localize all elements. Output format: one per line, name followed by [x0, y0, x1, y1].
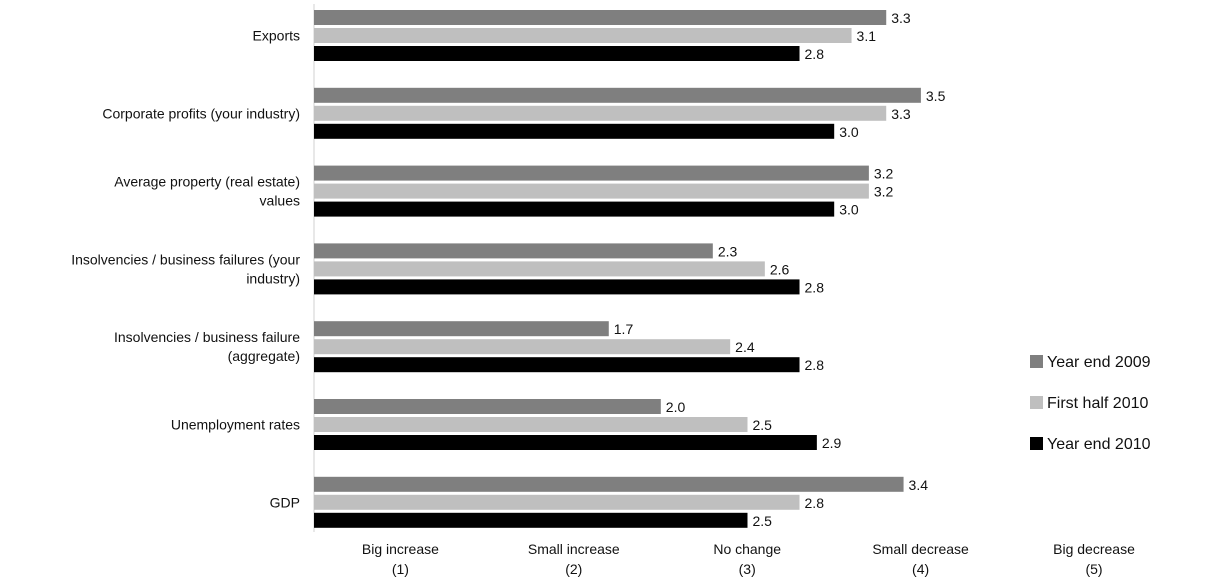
data-label: 2.5 [753, 513, 773, 529]
bar [314, 399, 661, 414]
legend-swatch [1030, 437, 1043, 450]
category-label: GDP [270, 494, 300, 510]
category-label: Average property (real estate) values [114, 174, 300, 209]
bar [314, 165, 869, 181]
category-label: Insolvencies / business failures (your in… [71, 251, 300, 286]
bar [314, 123, 835, 139]
data-label: 3.3 [891, 10, 911, 26]
data-label: 3.5 [926, 88, 946, 104]
data-label: 2.3 [718, 243, 738, 259]
legend-swatch [1030, 396, 1043, 409]
data-label: 3.1 [857, 28, 877, 44]
legend-label: Year end 2010 [1047, 436, 1151, 453]
category-label: Corporate profits (your industry) [102, 105, 300, 121]
data-label: 3.0 [839, 124, 859, 140]
data-label: 3.2 [874, 184, 894, 200]
bar [314, 183, 869, 199]
bar [314, 46, 800, 61]
bar [314, 201, 835, 217]
x-tick-label: No change (3) [713, 541, 781, 577]
data-label: 2.8 [805, 279, 825, 295]
category-label: Insolvencies / business failure (aggregat… [114, 329, 300, 364]
legend-swatch [1030, 355, 1043, 368]
legend-label: Year end 2009 [1047, 354, 1151, 371]
x-tick-label: Big decrease (5) [1053, 541, 1135, 577]
x-tick-label: Big increase (1) [362, 541, 439, 577]
data-label: 2.0 [666, 399, 686, 415]
data-label: 3.2 [874, 166, 894, 182]
data-label: 1.7 [614, 321, 634, 337]
data-label: 2.8 [805, 46, 825, 62]
bar [314, 279, 800, 295]
bar [314, 435, 817, 450]
data-label: 2.6 [770, 261, 790, 277]
bar [314, 357, 800, 373]
data-label: 2.5 [753, 417, 773, 433]
data-label: 2.8 [805, 495, 825, 511]
bar [314, 243, 713, 259]
data-label: 2.8 [805, 357, 825, 373]
bar [314, 417, 748, 432]
bar [314, 105, 887, 121]
category-label: Exports [253, 28, 300, 44]
bar [314, 10, 887, 25]
bar [314, 339, 731, 355]
category-label: Unemployment rates [171, 417, 300, 433]
x-tick-label: Small increase (2) [528, 541, 620, 577]
data-label: 2.4 [735, 339, 755, 355]
bar [314, 512, 748, 528]
bar [314, 28, 852, 43]
legend-label: First half 2010 [1047, 395, 1148, 412]
data-label: 3.0 [839, 202, 859, 218]
data-label: 2.9 [822, 435, 842, 451]
bar [314, 261, 765, 277]
bar [314, 321, 609, 337]
x-tick-label: Small decrease (4) [872, 541, 969, 577]
bar [314, 494, 800, 510]
bar [314, 87, 921, 103]
data-label: 3.3 [891, 106, 911, 122]
bar [314, 476, 904, 492]
data-label: 3.4 [909, 477, 929, 493]
